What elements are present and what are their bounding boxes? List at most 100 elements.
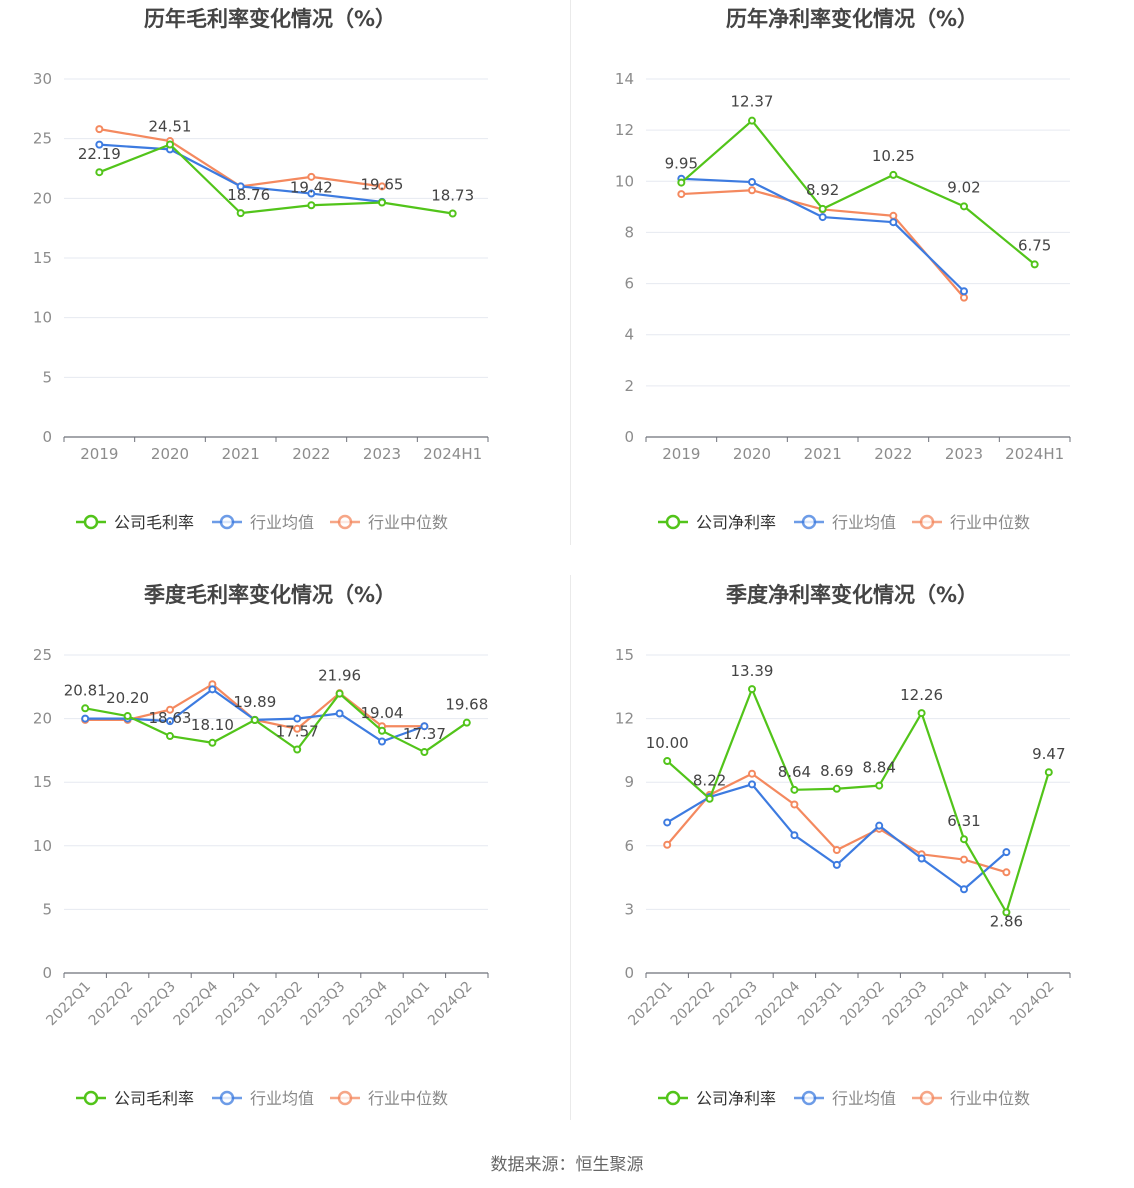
data-label: 19.68 xyxy=(445,696,488,714)
data-point-avg xyxy=(917,854,926,863)
data-label: 17.37 xyxy=(403,725,446,743)
y-tick-label: 2 xyxy=(624,377,634,395)
x-tick-label: 2023Q2 xyxy=(255,979,306,1030)
data-point-company xyxy=(875,781,884,790)
data-point-company xyxy=(81,704,90,713)
legend-marker-median xyxy=(337,514,353,530)
data-point-avg xyxy=(208,685,217,694)
legend-label-median: 行业中位数 xyxy=(368,513,448,532)
y-tick-label: 9 xyxy=(624,773,634,791)
legend-label-median: 行业中位数 xyxy=(950,513,1030,532)
chart-title: 历年净利率变化情况（%） xyxy=(726,7,978,31)
data-point-company xyxy=(1002,908,1011,917)
data-label: 19.42 xyxy=(290,178,333,196)
data-label: 20.20 xyxy=(106,689,149,707)
data-label: 10.25 xyxy=(872,147,915,165)
x-tick-label: 2024Q1 xyxy=(965,979,1016,1030)
vertical-divider xyxy=(570,575,571,1120)
data-point-company xyxy=(832,784,841,793)
data-point-company xyxy=(166,140,174,149)
data-point-company xyxy=(889,170,898,179)
chart-title: 季度毛利率变化情况（%） xyxy=(144,583,396,607)
legend-label-avg: 行业均值 xyxy=(832,513,896,532)
data-point-company xyxy=(123,712,132,721)
data-point-avg xyxy=(81,714,90,723)
legend-marker-company xyxy=(83,514,99,530)
data-point-company xyxy=(917,709,926,718)
legend-marker-median xyxy=(919,514,935,530)
legend-marker-median xyxy=(919,1090,935,1106)
data-point-company xyxy=(818,204,827,213)
data-point-company xyxy=(1030,260,1039,269)
data-point-avg xyxy=(832,860,841,869)
x-tick-label: 2024H1 xyxy=(1005,445,1064,463)
legend-label-company: 公司毛利率 xyxy=(114,1089,194,1108)
x-tick-label: 2020 xyxy=(733,445,771,463)
data-point-company xyxy=(448,209,457,218)
y-tick-label: 10 xyxy=(615,172,634,190)
y-tick-label: 12 xyxy=(615,710,634,728)
legend-label-company: 公司净利率 xyxy=(696,513,776,532)
data-point-avg xyxy=(95,140,104,149)
y-tick-label: 14 xyxy=(615,70,634,88)
data-point-avg xyxy=(663,818,672,827)
data-point-avg xyxy=(335,709,344,718)
data-point-company xyxy=(208,738,217,747)
y-tick-label: 15 xyxy=(33,773,52,791)
vertical-divider xyxy=(570,0,571,545)
legend-label-avg: 行业均值 xyxy=(832,1089,896,1108)
x-tick-label: 2023Q1 xyxy=(213,979,264,1030)
series-line-avg xyxy=(666,783,1008,891)
y-tick-label: 4 xyxy=(624,326,634,344)
data-label: 6.75 xyxy=(1018,236,1051,254)
data-label: 21.96 xyxy=(318,667,361,685)
legend-label-avg: 行业均值 xyxy=(250,513,314,532)
data-label: 22.19 xyxy=(78,145,121,163)
data-label: 12.37 xyxy=(731,93,774,111)
data-point-avg xyxy=(790,831,799,840)
data-source-note: 数据来源：恒生聚源 xyxy=(490,1155,644,1175)
x-tick-label: 2022Q2 xyxy=(668,979,719,1030)
data-point-avg xyxy=(960,287,968,296)
data-point-company xyxy=(293,745,302,754)
data-point-company xyxy=(420,748,429,757)
x-tick-label: 2023 xyxy=(363,445,401,463)
data-point-company xyxy=(960,202,968,211)
data-point-median xyxy=(960,293,968,302)
data-point-avg xyxy=(420,722,429,731)
y-tick-label: 0 xyxy=(42,428,52,446)
y-tick-label: 12 xyxy=(615,121,634,139)
data-point-company xyxy=(236,209,245,218)
legend-marker-avg xyxy=(801,514,817,530)
data-label: 19.65 xyxy=(361,176,404,194)
x-tick-label: 2022Q3 xyxy=(710,979,761,1030)
data-point-avg xyxy=(960,885,968,894)
data-point-median xyxy=(748,769,756,778)
y-tick-label: 15 xyxy=(615,646,634,664)
data-point-median xyxy=(677,190,686,199)
legend-label-median: 行业中位数 xyxy=(368,1089,448,1108)
data-point-avg xyxy=(875,821,884,830)
data-point-company xyxy=(663,757,672,765)
x-tick-label: 2022Q4 xyxy=(753,978,804,1029)
data-point-median xyxy=(378,182,386,191)
y-tick-label: 6 xyxy=(624,275,634,293)
y-tick-label: 20 xyxy=(33,710,52,728)
data-point-company xyxy=(95,168,104,177)
series-line-company xyxy=(680,119,1036,266)
series-line-company xyxy=(666,688,1050,914)
data-label: 2.86 xyxy=(990,912,1023,930)
x-tick-label: 2023 xyxy=(945,445,983,463)
data-label: 18.76 xyxy=(227,186,270,204)
data-point-avg xyxy=(748,780,756,789)
data-point-company xyxy=(960,835,968,844)
data-point-median xyxy=(960,855,968,864)
x-tick-label: 2019 xyxy=(80,445,118,463)
data-point-median xyxy=(790,800,799,809)
data-label: 24.51 xyxy=(149,118,192,136)
data-label: 19.89 xyxy=(233,693,276,711)
x-tick-label: 2022Q1 xyxy=(43,979,94,1030)
y-tick-label: 10 xyxy=(33,837,52,855)
y-tick-label: 3 xyxy=(624,900,634,918)
data-point-avg xyxy=(378,737,386,746)
